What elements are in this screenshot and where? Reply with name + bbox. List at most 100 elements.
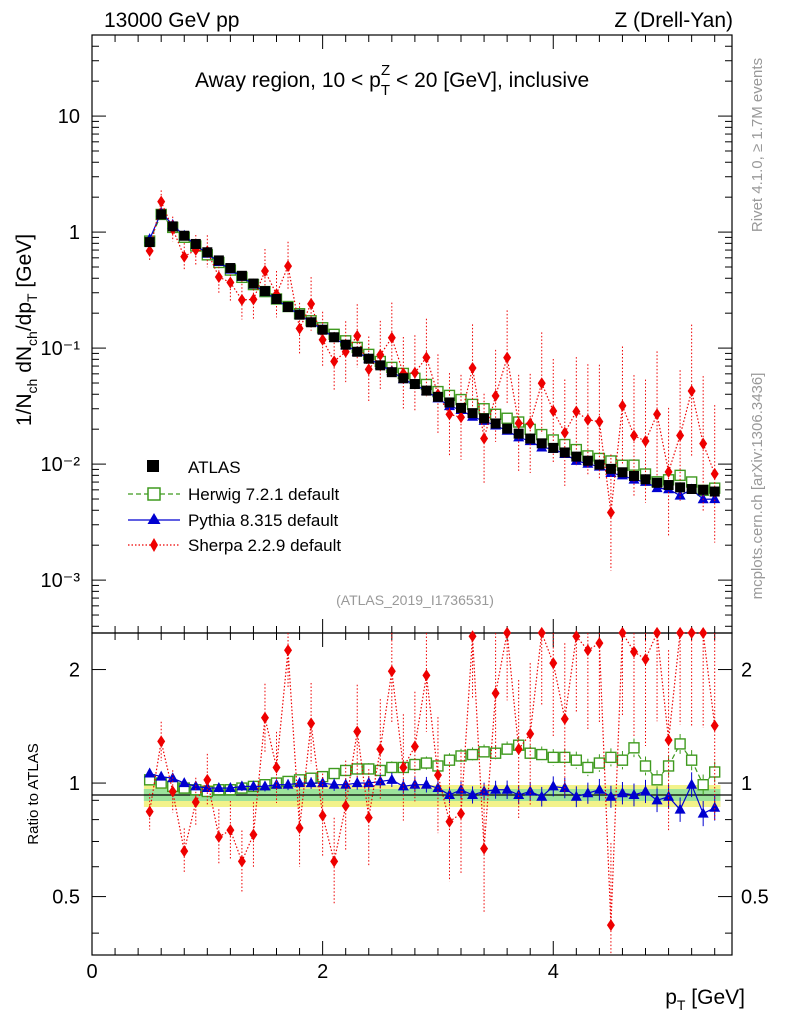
x-title-main: p: [665, 986, 677, 1009]
region-title: Away region, 10 < pTZ < 20 [GeV], inclus…: [195, 62, 589, 99]
sherpa-ratio-point: [410, 740, 419, 753]
sherpa-line-segment: [310, 303, 324, 340]
sherpa-point: [480, 432, 489, 445]
herwig-ratio-point: [570, 754, 583, 766]
atlas-point: [502, 423, 513, 434]
ratio-y-tick-label-right: 2: [741, 660, 752, 682]
sherpa-ratio-line-segment: [598, 643, 612, 926]
pythia-ratio-point: [363, 777, 375, 788]
sherpa-ratio-line-segment: [368, 749, 381, 818]
sherpa-line-segment: [506, 357, 520, 424]
sherpa-ratio-line-segment: [391, 671, 404, 768]
pythia-ratio-point: [282, 778, 294, 789]
sherpa-point: [710, 467, 719, 480]
sherpa-line-segment: [679, 390, 693, 436]
atlas-point: [213, 255, 224, 266]
pythia-ratio-point: [605, 790, 617, 801]
sherpa-ratio-point: [330, 855, 339, 868]
pythia-ratio-point: [144, 767, 156, 778]
sherpa-ratio-line-segment: [252, 717, 266, 835]
atlas-point: [144, 237, 155, 248]
y-tick-label: 10⁻¹: [41, 338, 81, 360]
sherpa-point: [376, 348, 385, 361]
sherpa-point: [583, 413, 592, 426]
herwig-ratio-point: [685, 754, 698, 766]
sherpa-point: [641, 435, 650, 448]
sherpa-ratio-point: [687, 626, 696, 639]
sherpa-ratio-line-segment: [183, 802, 197, 852]
ratio-panel-frame: [91, 632, 733, 956]
atlas-point: [490, 418, 501, 429]
atlas-point: [248, 278, 259, 289]
sherpa-point: [618, 399, 627, 412]
legend-sherpa-marker: [150, 538, 158, 552]
x-axis-title: pT [GeV]: [665, 986, 745, 1013]
sherpa-ratio-point: [491, 687, 500, 700]
pythia-ratio-point: [328, 778, 340, 789]
herwig-point: [501, 412, 513, 424]
sherpa-ratio-point: [168, 785, 177, 798]
sherpa-point: [491, 389, 500, 402]
sherpa-line-segment: [598, 421, 612, 513]
herwig-ratio-point: [409, 758, 421, 771]
sherpa-point: [629, 429, 638, 442]
sherpa-line-segment: [264, 270, 278, 295]
sherpa-point: [318, 333, 327, 346]
process-label: Z (Drell-Yan): [614, 9, 733, 32]
atlas-point: [225, 263, 236, 274]
sherpa-point: [503, 351, 512, 364]
atlas-point: [456, 402, 467, 413]
pythia-ratio-point: [467, 788, 479, 799]
pythia-ratio-point: [697, 807, 709, 818]
atlas-point: [663, 480, 674, 491]
herwig-ratio-point: [524, 747, 536, 759]
sherpa-point: [260, 265, 269, 278]
sherpa-line-segment: [495, 357, 508, 397]
sherpa-ratio-point: [226, 824, 235, 837]
herwig-ratio-point: [593, 757, 606, 769]
sherpa-line-segment: [668, 435, 681, 473]
atlas-point: [283, 302, 294, 313]
ratio-series: [143, 626, 721, 955]
herwig-ratio-point: [328, 767, 340, 780]
sherpa-point: [180, 250, 189, 263]
ratio-y-tick-label-right: 1: [741, 773, 752, 795]
sherpa-ratio-point: [572, 630, 581, 643]
pythia-ratio-point: [536, 790, 548, 801]
sherpa-ratio-line-segment: [298, 723, 312, 829]
sherpa-ratio-point: [341, 799, 350, 812]
sherpa-point: [422, 351, 431, 364]
pythia-ratio-point: [213, 782, 225, 793]
sherpa-line-segment: [391, 337, 404, 374]
sherpa-ratio-line-segment: [275, 650, 289, 768]
sherpa-ratio-line-segment: [264, 717, 278, 768]
y-title-part-2: ch: [24, 379, 40, 394]
sherpa-ratio-line-segment: [229, 829, 243, 862]
atlas-point: [294, 309, 305, 320]
pythia-ratio-point: [628, 788, 640, 799]
sherpa-ratio-point: [445, 815, 454, 828]
pythia-ratio-point: [236, 780, 248, 791]
sherpa-ratio-point: [560, 712, 569, 725]
pythia-ratio-point: [686, 778, 698, 789]
pythia-ratio-point: [351, 777, 363, 788]
atlas-point: [640, 474, 651, 485]
sherpa-ratio-point: [284, 644, 293, 657]
atlas-point: [594, 459, 605, 470]
analysis-label: (ATLAS_2019_I1736531): [336, 592, 494, 608]
pythia-ratio-point: [674, 803, 686, 814]
sherpa-ratio-point: [180, 845, 189, 858]
atlas-point: [398, 373, 409, 384]
sherpa-line-segment: [564, 411, 577, 433]
y-title-part-3: dN: [13, 346, 36, 379]
sherpa-point: [145, 244, 154, 257]
herwig-ratio-point: [420, 757, 433, 769]
pythia-ratio-point: [178, 777, 190, 788]
herwig-ratio-point: [559, 751, 571, 764]
y-title-part-6: T: [24, 293, 40, 302]
atlas-point: [409, 379, 420, 390]
sherpa-line-segment: [529, 383, 543, 424]
legend-sherpa-label: Sherpa 2.2.9 default: [188, 536, 341, 555]
sherpa-ratio-line-segment: [495, 632, 508, 694]
herwig-ratio-point: [443, 754, 456, 766]
